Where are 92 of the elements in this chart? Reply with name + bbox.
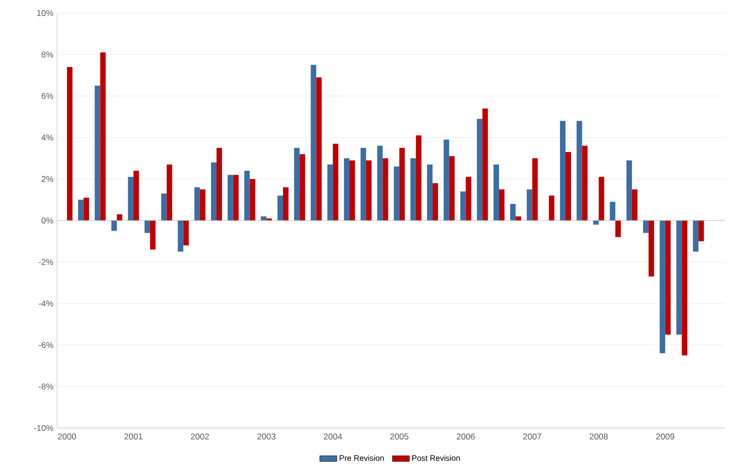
y-tick-label: 0% — [42, 218, 54, 224]
bar — [133, 170, 139, 220]
bar — [150, 220, 156, 250]
bar — [161, 194, 167, 220]
y-tick-label: 6% — [42, 93, 54, 99]
bar — [183, 220, 189, 246]
bar — [526, 189, 532, 220]
bar — [676, 220, 682, 335]
bar — [610, 202, 616, 220]
bar — [626, 160, 632, 220]
bar — [244, 170, 250, 220]
bar — [310, 64, 316, 220]
bar — [692, 220, 698, 252]
bar — [660, 220, 666, 354]
bar — [282, 187, 288, 220]
x-tick-label: 2007 — [523, 434, 542, 440]
bar — [228, 174, 234, 220]
bar — [410, 158, 416, 220]
bar — [194, 187, 200, 220]
bar — [144, 220, 150, 233]
bar — [449, 156, 455, 220]
x-tick-label: 2001 — [124, 434, 142, 440]
bar — [494, 164, 500, 220]
bar — [482, 108, 488, 220]
bar — [665, 220, 671, 335]
bar — [576, 120, 582, 220]
bar — [510, 204, 516, 220]
bar — [166, 164, 172, 220]
bar — [648, 220, 654, 277]
bar — [394, 166, 400, 220]
bar — [582, 146, 588, 220]
bar — [444, 140, 450, 220]
x-tick-label: 2006 — [456, 434, 475, 440]
bar — [349, 160, 355, 220]
bar — [399, 148, 405, 220]
bar — [643, 220, 649, 233]
y-tick-label: -4% — [38, 300, 54, 306]
x-tick-label: 2009 — [656, 434, 674, 440]
bar — [565, 152, 571, 220]
x-tick-label: 2004 — [324, 434, 342, 440]
bar — [250, 178, 256, 220]
bar — [427, 164, 433, 220]
x-tick-label: 2003 — [257, 434, 276, 440]
bar — [84, 198, 90, 220]
bar — [460, 191, 466, 220]
bar — [615, 220, 621, 238]
bar — [66, 66, 72, 220]
bar — [294, 148, 300, 220]
bar — [698, 220, 704, 242]
bar — [94, 86, 100, 220]
bar — [100, 52, 106, 220]
bar — [366, 160, 372, 220]
bar — [432, 183, 438, 220]
bar — [211, 162, 217, 220]
bar — [466, 176, 472, 220]
y-tick-label: -2% — [38, 259, 54, 265]
bar — [277, 196, 283, 220]
bar — [377, 146, 383, 220]
bar — [178, 220, 184, 252]
bar — [598, 176, 604, 220]
bar — [300, 154, 306, 220]
bar — [327, 164, 333, 220]
bar — [233, 174, 239, 220]
x-tick-label: 2002 — [190, 434, 209, 440]
bar — [499, 189, 505, 220]
bar — [682, 220, 688, 356]
bar — [216, 148, 222, 220]
y-tick-label: 10% — [37, 10, 54, 16]
y-tick-label: -10% — [34, 425, 54, 431]
x-tick-label: 2000 — [58, 434, 76, 440]
bar — [416, 135, 422, 220]
bar — [548, 196, 554, 220]
bar — [532, 158, 538, 220]
bar — [316, 77, 322, 220]
bar — [476, 118, 482, 220]
bar — [111, 220, 117, 231]
y-tick-label: -8% — [38, 384, 54, 390]
y-tick-label: 8% — [42, 52, 54, 58]
y-tick-label: 2% — [42, 176, 54, 182]
bar — [200, 189, 206, 220]
y-tick-label: 4% — [41, 134, 54, 140]
bar — [382, 158, 388, 220]
bar — [360, 148, 366, 220]
y-tick-label: -6% — [38, 342, 54, 348]
bar — [78, 200, 84, 220]
bar — [632, 189, 638, 220]
bar — [344, 158, 350, 220]
bar — [128, 176, 134, 220]
bar — [560, 120, 566, 220]
x-tick-label: 2008 — [590, 434, 608, 440]
bar — [332, 144, 338, 220]
x-tick-label: 2005 — [390, 434, 408, 440]
